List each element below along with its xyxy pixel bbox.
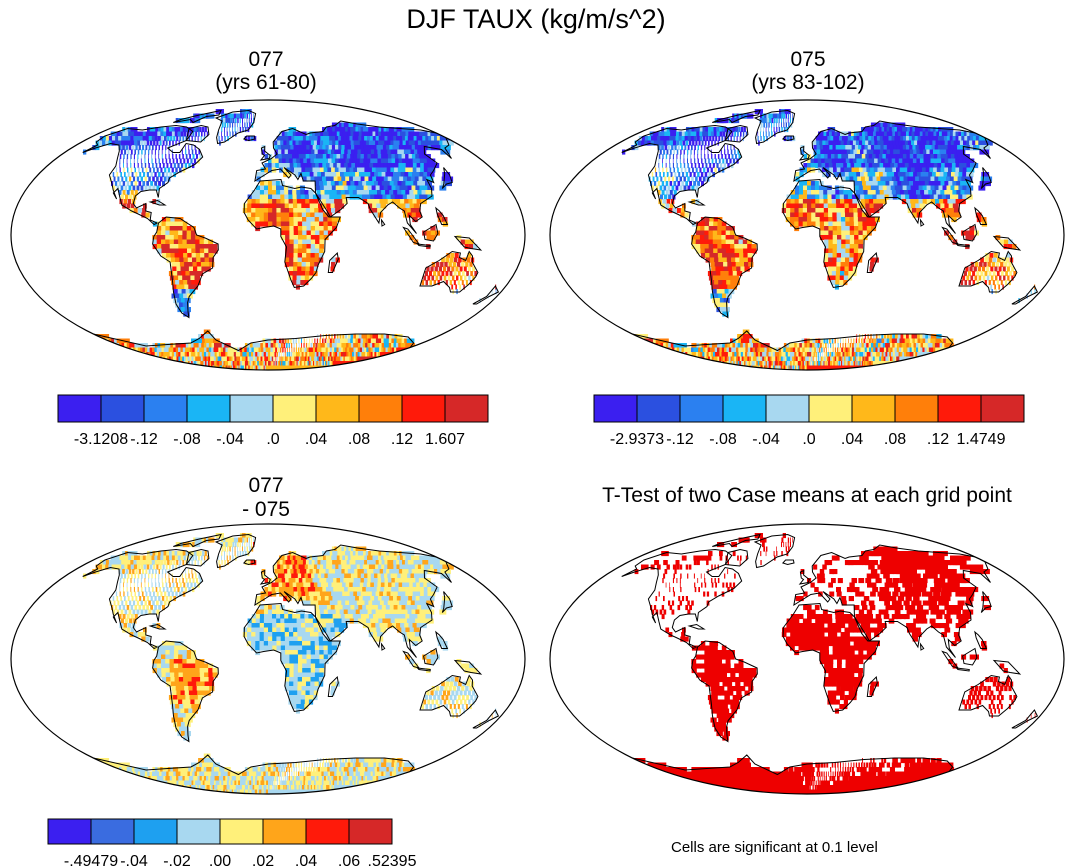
- panel-2-title-line1: 075: [790, 48, 826, 71]
- map-border: [10, 523, 526, 795]
- colorbar-tick-label: -.04: [216, 431, 244, 448]
- colorbar-tick-label: 1.607: [425, 431, 465, 448]
- colorbar-tick-label: -.08: [709, 431, 737, 448]
- coastlines: [621, 109, 1039, 352]
- significance-note: Cells are significant at 0.1 level: [671, 839, 878, 856]
- colorbar-swatch: [186, 394, 231, 423]
- colorbar-swatch: [348, 818, 393, 845]
- panel-3-map: [10, 523, 526, 795]
- panel-3-title-line2: - 075: [242, 498, 290, 521]
- colorbar-tick-label: .04: [305, 431, 327, 448]
- panel-2-map: [549, 99, 1065, 371]
- colorbar-swatch: [765, 394, 810, 423]
- colorbar-tick-label: .08: [884, 431, 906, 448]
- colorbar-tick-label: -.02: [163, 853, 191, 868]
- colorbar-tick-label: .0: [802, 431, 815, 448]
- colorbar-swatch: [937, 394, 982, 423]
- map-grid-cells: [632, 533, 1036, 794]
- colorbar-tick-label: -.12: [130, 431, 158, 448]
- colorbar-tick-label: .08: [348, 431, 370, 448]
- colorbar-tick-label: .12: [391, 431, 413, 448]
- colorbar-tick-label: -3.1208: [74, 431, 128, 448]
- colorbar-tick-label: 1.4749: [957, 431, 1006, 448]
- colorbar-swatch: [894, 394, 939, 423]
- map-grid-cells: [83, 533, 497, 794]
- panel-4-map: [549, 523, 1065, 795]
- colorbar-swatch: [808, 394, 853, 423]
- colorbar-tick-label: -.04: [120, 853, 148, 868]
- colorbar-swatch: [262, 818, 307, 845]
- map-border: [10, 99, 526, 371]
- panel-1-map: [10, 99, 526, 371]
- colorbar-swatch: [133, 818, 178, 845]
- panel-3-colorbar: -.49479 -.04 -.02 .00 .02 .04 .06 .52395: [47, 818, 417, 868]
- colorbar-tick-label: -2.9373: [610, 431, 664, 448]
- colorbar-swatch: [980, 394, 1025, 423]
- colorbar-tick-label: .06: [338, 853, 360, 868]
- colorbar-tick-label: .52395: [368, 853, 417, 868]
- panel-1-title-line1: 077: [248, 48, 284, 71]
- panel-3-title-line1: 077: [248, 474, 284, 497]
- panel-1-title-line2: (yrs 61-80): [215, 71, 317, 94]
- colorbar-swatch: [219, 818, 264, 845]
- colorbar-swatch: [679, 394, 724, 423]
- panel-1-colorbar: -3.1208 -.12 -.08 -.04 .0 .04 .08 .12 1.607: [57, 394, 489, 448]
- panel-2-colorbar: -2.9373 -.12 -.08 -.04 .0 .04 .08 .12 1.4749: [593, 394, 1025, 448]
- colorbar-tick-label: .04: [841, 431, 863, 448]
- colorbar-swatch: [143, 394, 188, 423]
- colorbar-tick-label: .02: [252, 853, 274, 868]
- panel-2-title-line2: (yrs 83-102): [751, 71, 865, 94]
- coastlines: [82, 533, 500, 776]
- map-border: [549, 523, 1065, 795]
- colorbar-tick-label: .12: [927, 431, 949, 448]
- figure-title: DJF TAUX (kg/m/s^2): [406, 4, 666, 34]
- colorbar-tick-label: -.49479: [64, 853, 118, 868]
- colorbar-swatch: [593, 394, 638, 423]
- colorbar-swatch: [305, 818, 350, 845]
- colorbar-tick-label: .04: [295, 853, 317, 868]
- colorbar-swatch: [444, 394, 489, 423]
- panel-4-title: T-Test of two Case means at each grid po…: [602, 484, 1012, 507]
- map-border: [549, 99, 1065, 371]
- colorbar-swatch: [272, 394, 317, 423]
- colorbar-swatch: [315, 394, 360, 423]
- coastlines: [82, 109, 500, 352]
- colorbar-swatch: [176, 818, 221, 845]
- colorbar-swatch: [229, 394, 274, 423]
- colorbar-tick-label: .00: [209, 853, 231, 868]
- colorbar-tick-label: -.04: [752, 431, 780, 448]
- colorbar-tick-label: -.08: [173, 431, 201, 448]
- colorbar-swatch: [100, 394, 145, 423]
- colorbar-swatch: [358, 394, 403, 423]
- colorbar-tick-label: -.12: [666, 431, 694, 448]
- coastlines: [621, 533, 1039, 776]
- colorbar-swatch: [47, 818, 92, 845]
- colorbar-swatch: [722, 394, 767, 423]
- colorbar-swatch: [636, 394, 681, 423]
- colorbar-swatch: [57, 394, 102, 423]
- colorbar-swatch: [90, 818, 135, 845]
- colorbar-swatch: [401, 394, 446, 423]
- colorbar-tick-label: .0: [266, 431, 279, 448]
- colorbar-swatch: [851, 394, 896, 423]
